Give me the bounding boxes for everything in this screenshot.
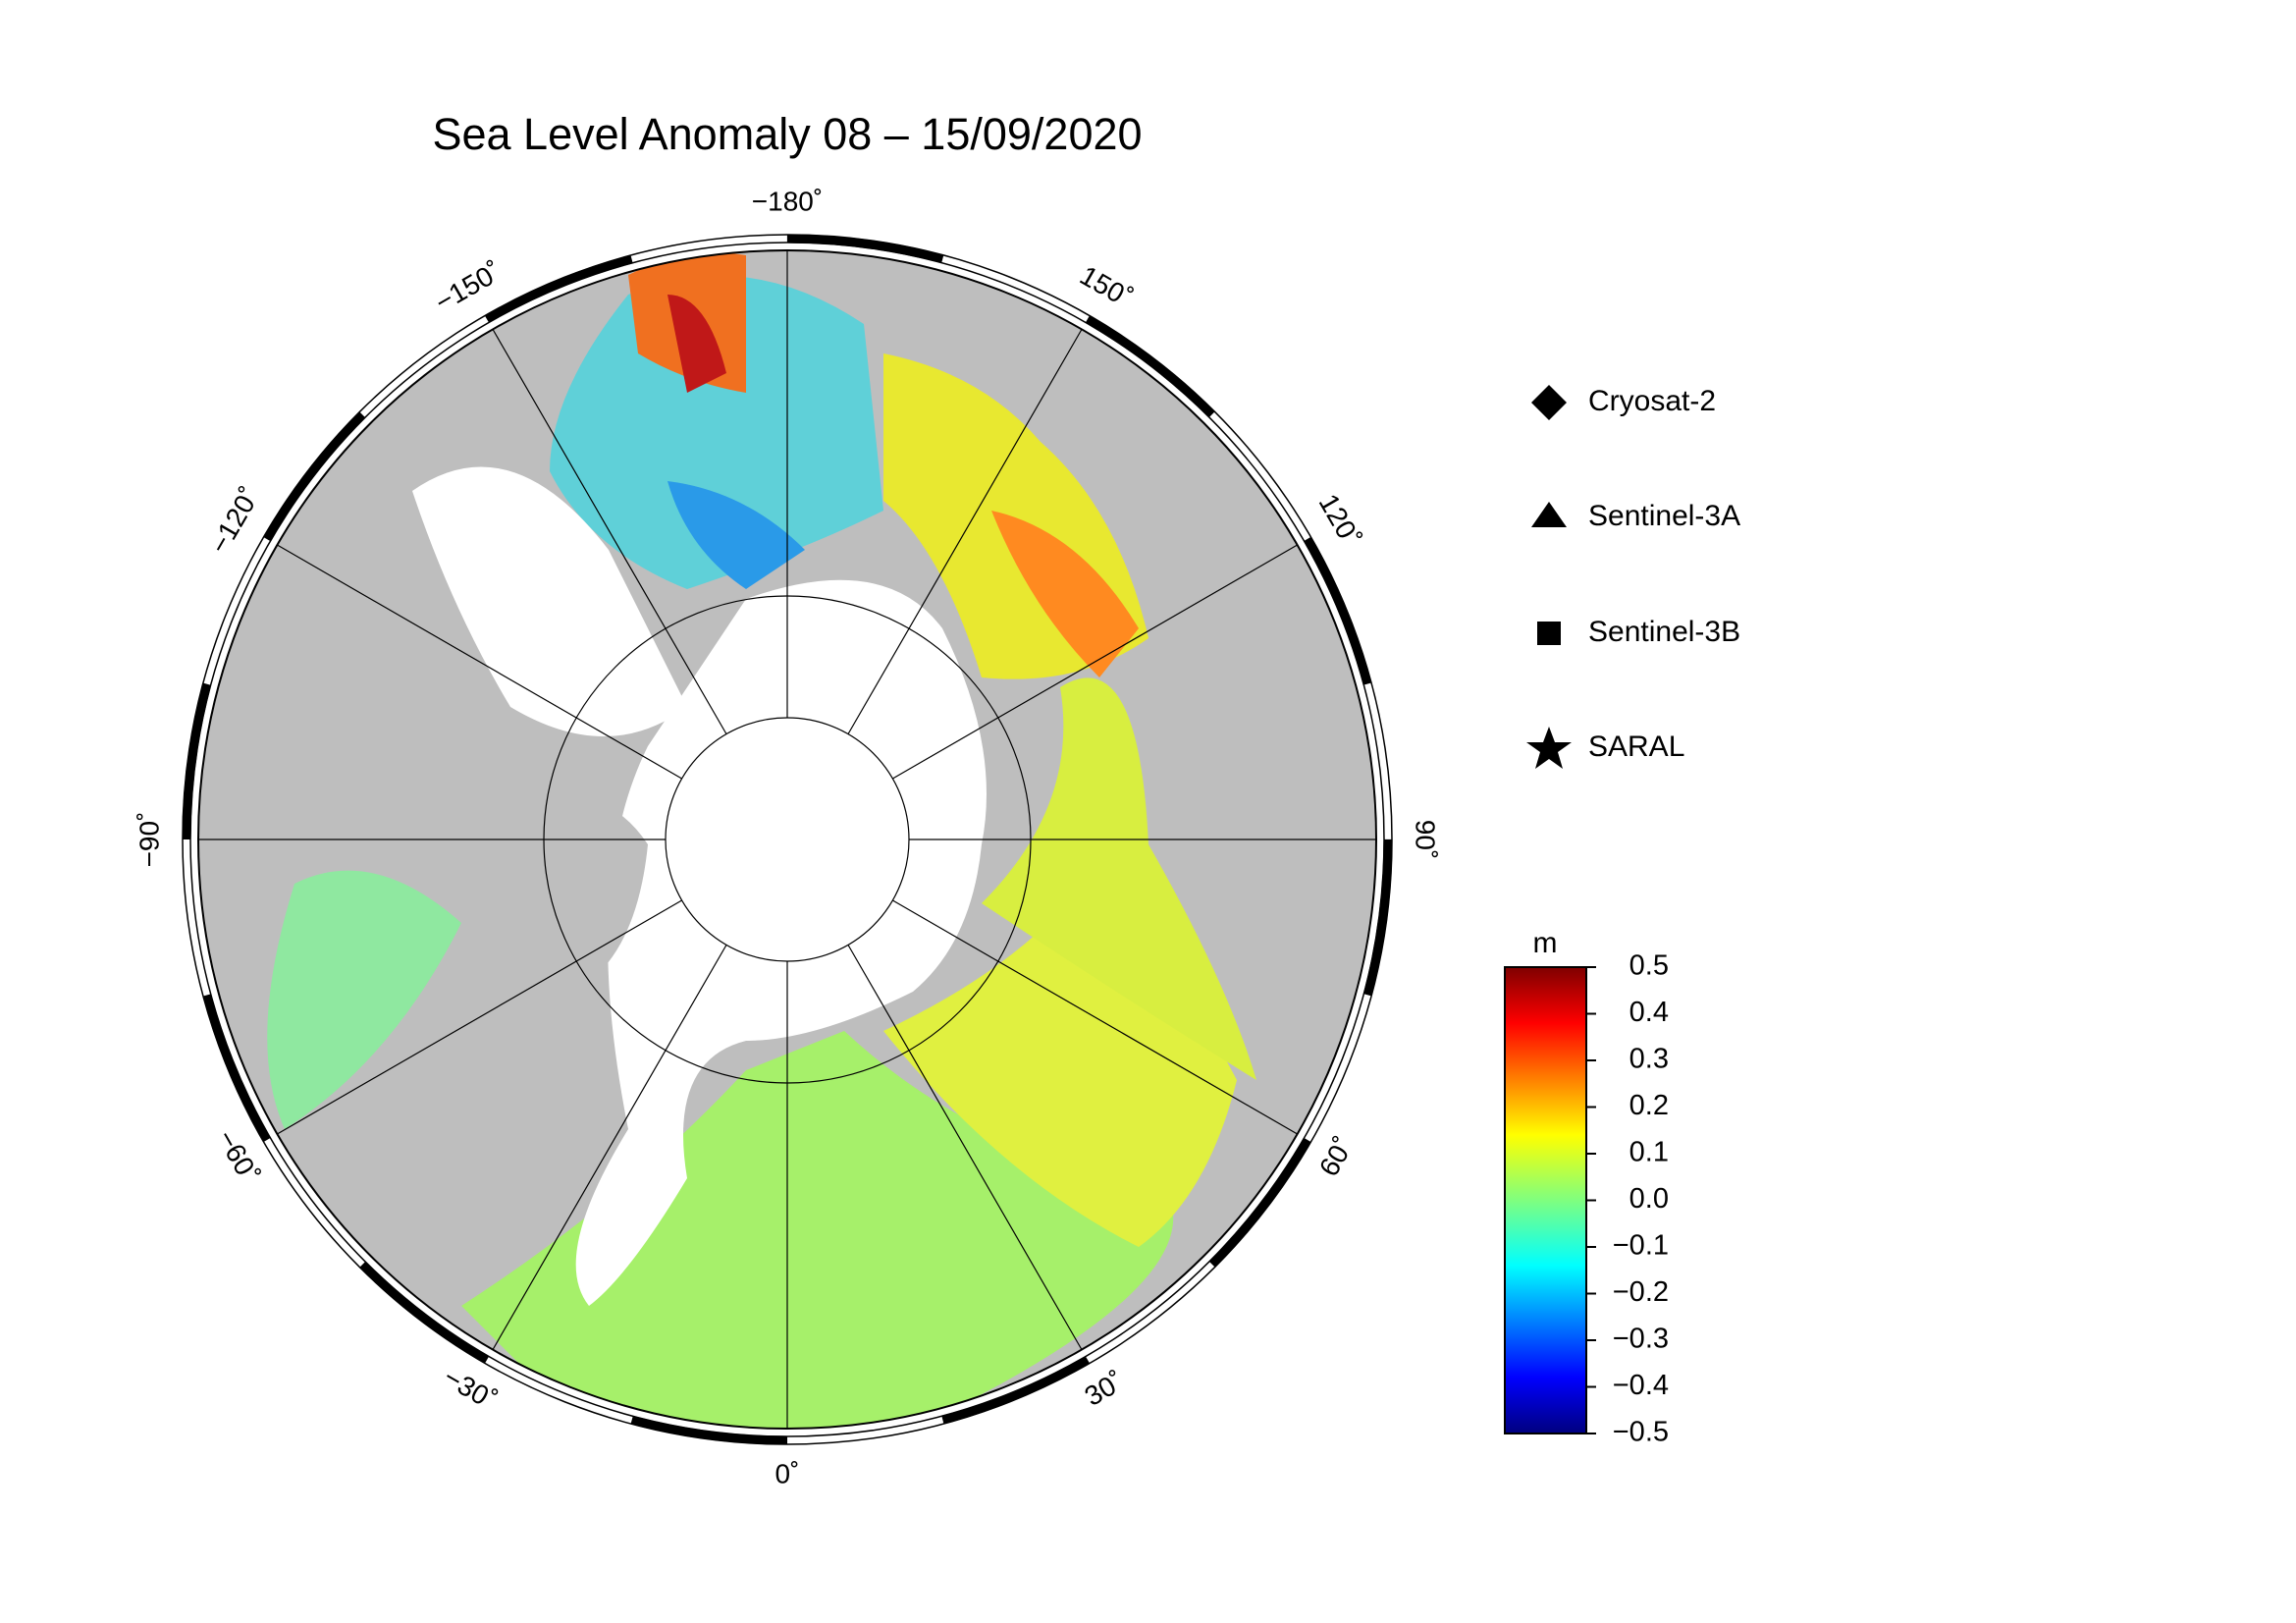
- colorbar-tick-label: 0.2: [1629, 1090, 1669, 1121]
- colorbar-unit: m: [1533, 927, 1558, 959]
- frame-ticks: [182, 234, 1393, 1445]
- longitude-label: −150˚: [430, 255, 507, 317]
- legend-symbol: [1537, 622, 1561, 645]
- colorbar-tick-label: −0.3: [1613, 1324, 1669, 1355]
- meridian: [847, 329, 1083, 734]
- legend-symbol: [1531, 502, 1567, 527]
- legend-label: Sentinel-3B: [1588, 616, 1740, 648]
- legend-symbol: [1526, 727, 1572, 769]
- colorbar-tick-label: 0.3: [1629, 1044, 1669, 1075]
- colorbar-tick-label: 0.0: [1629, 1183, 1669, 1215]
- colorbar-tick-label: 0.5: [1629, 950, 1669, 982]
- meridian: [847, 945, 1083, 1350]
- colorbar-tick-label: 0.4: [1629, 997, 1669, 1028]
- meridian: [277, 544, 682, 780]
- colorbar-tick-label: −0.5: [1613, 1417, 1669, 1448]
- longitude-label: −30˚: [439, 1362, 503, 1416]
- colorbar: [1504, 966, 1587, 1434]
- longitude-label: 120˚: [1313, 489, 1367, 552]
- meridian: [492, 945, 727, 1350]
- legend: Cryosat-2 Sentinel-3A Sentinel-3B SARAL: [1526, 385, 1740, 769]
- colorbar-tick-label: −0.4: [1613, 1370, 1669, 1401]
- longitude-label: −90˚: [133, 812, 164, 868]
- longitude-label: −120˚: [203, 482, 265, 559]
- map-area: [198, 250, 1376, 1429]
- meridian: [277, 899, 682, 1135]
- longitude-label: 0˚: [775, 1458, 800, 1488]
- meridian: [892, 899, 1298, 1135]
- longitude-label: 150˚: [1075, 260, 1138, 314]
- longitude-label: 90˚: [1411, 820, 1441, 859]
- longitude-label: −60˚: [211, 1125, 265, 1189]
- legend-label: SARAL: [1588, 730, 1684, 763]
- meridians: [198, 250, 1376, 1429]
- legend-label: Cryosat-2: [1588, 385, 1716, 417]
- longitude-label: 60˚: [1313, 1132, 1360, 1182]
- longitude-label: −180˚: [752, 186, 823, 216]
- legend-symbol: [1531, 385, 1567, 420]
- legend-label: Sentinel-3A: [1588, 500, 1740, 532]
- colorbar-tick-label: −0.1: [1613, 1230, 1669, 1262]
- colorbar-tick-label: 0.1: [1629, 1137, 1669, 1168]
- meridian: [892, 544, 1298, 780]
- colorbar-tick-label: −0.2: [1613, 1276, 1669, 1308]
- map-title: Sea Level Anomaly 08 – 15/09/2020: [432, 109, 1142, 159]
- meridian: [492, 329, 727, 734]
- longitude-label: 30˚: [1080, 1366, 1130, 1412]
